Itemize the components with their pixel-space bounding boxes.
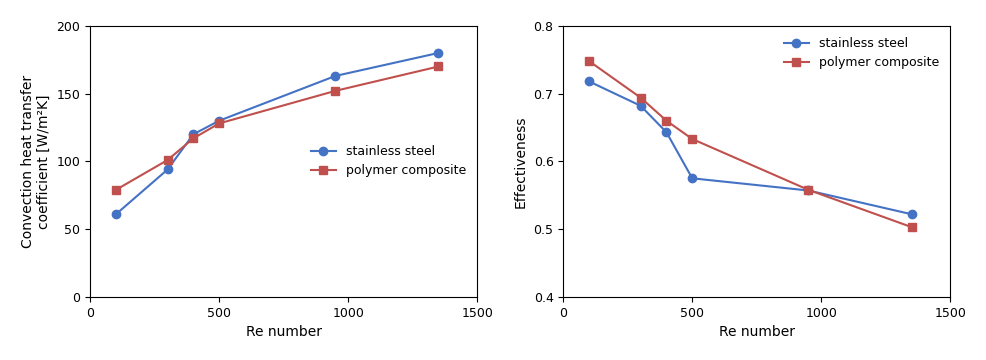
Line: stainless steel: stainless steel xyxy=(111,49,442,219)
stainless steel xyxy=(905,212,917,216)
stainless steel xyxy=(583,79,595,84)
polymer composite xyxy=(432,64,444,69)
stainless steel xyxy=(110,212,122,216)
polymer composite xyxy=(660,118,671,123)
X-axis label: Re number: Re number xyxy=(718,325,794,339)
polymer composite xyxy=(187,136,199,140)
Y-axis label: Convection heat transfer
coefficient [W/m²K]: Convection heat transfer coefficient [W/… xyxy=(21,75,51,248)
stainless steel xyxy=(162,167,174,172)
polymer composite xyxy=(583,59,595,63)
polymer composite xyxy=(802,188,813,192)
stainless steel xyxy=(802,188,813,193)
Legend: stainless steel, polymer composite: stainless steel, polymer composite xyxy=(778,32,943,74)
stainless steel xyxy=(187,132,199,136)
polymer composite xyxy=(685,137,697,141)
stainless steel xyxy=(685,176,697,180)
polymer composite xyxy=(110,188,122,192)
Line: stainless steel: stainless steel xyxy=(585,77,915,219)
polymer composite xyxy=(905,225,917,229)
Line: polymer composite: polymer composite xyxy=(585,57,915,231)
Y-axis label: Effectiveness: Effectiveness xyxy=(514,115,528,208)
stainless steel xyxy=(213,118,225,123)
stainless steel xyxy=(660,130,671,134)
polymer composite xyxy=(162,158,174,162)
polymer composite xyxy=(213,121,225,126)
stainless steel xyxy=(329,74,341,78)
X-axis label: Re number: Re number xyxy=(246,325,321,339)
Legend: stainless steel, polymer composite: stainless steel, polymer composite xyxy=(306,140,470,183)
stainless steel xyxy=(432,51,444,55)
polymer composite xyxy=(634,95,646,100)
stainless steel xyxy=(634,104,646,108)
polymer composite xyxy=(329,89,341,93)
Line: polymer composite: polymer composite xyxy=(111,62,442,194)
